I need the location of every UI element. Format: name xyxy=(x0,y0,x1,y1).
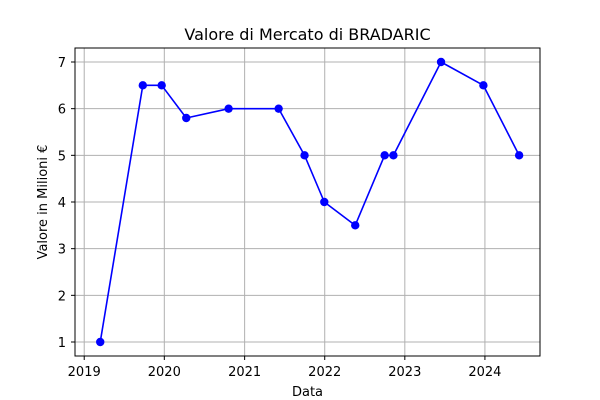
data-point xyxy=(479,81,488,90)
chart-title: Valore di Mercato di BRADARIC xyxy=(184,25,430,44)
data-point xyxy=(182,113,191,123)
data-point xyxy=(389,151,398,160)
data-point xyxy=(300,151,309,160)
y-axis-label: Valore in Milioni € xyxy=(36,145,51,260)
data-point xyxy=(380,151,389,160)
series-line xyxy=(99,61,520,343)
y-tick-label: 3 xyxy=(58,243,66,258)
series-layer xyxy=(96,57,524,347)
grid xyxy=(75,48,540,356)
x-tick-label: 2021 xyxy=(228,365,261,380)
y-tick-label: 2 xyxy=(58,289,66,304)
x-axis-label: Data xyxy=(292,385,323,400)
data-point xyxy=(320,197,329,207)
data-point xyxy=(224,104,233,113)
data-point xyxy=(96,337,105,347)
y-tick-label: 6 xyxy=(58,103,66,118)
x-tick-label: 2024 xyxy=(468,365,501,380)
data-point xyxy=(157,81,166,90)
ticks: 2019 2020 2021 2022 2023 2024 1 2 3 4 5 6 7 xyxy=(58,56,502,380)
x-tick-label: 2022 xyxy=(308,365,341,380)
x-tick-label: 2023 xyxy=(388,365,421,380)
y-tick-label: 7 xyxy=(58,56,66,71)
y-tick-label: 4 xyxy=(58,196,66,211)
x-tick-label: 2020 xyxy=(148,365,181,380)
y-tick-label: 1 xyxy=(58,336,66,351)
data-point xyxy=(138,81,148,90)
y-tick-label: 5 xyxy=(58,149,66,164)
data-point xyxy=(274,104,283,113)
data-point xyxy=(351,221,360,230)
x-tick-label: 2019 xyxy=(68,365,101,380)
data-point xyxy=(436,57,446,67)
data-point xyxy=(514,151,524,160)
